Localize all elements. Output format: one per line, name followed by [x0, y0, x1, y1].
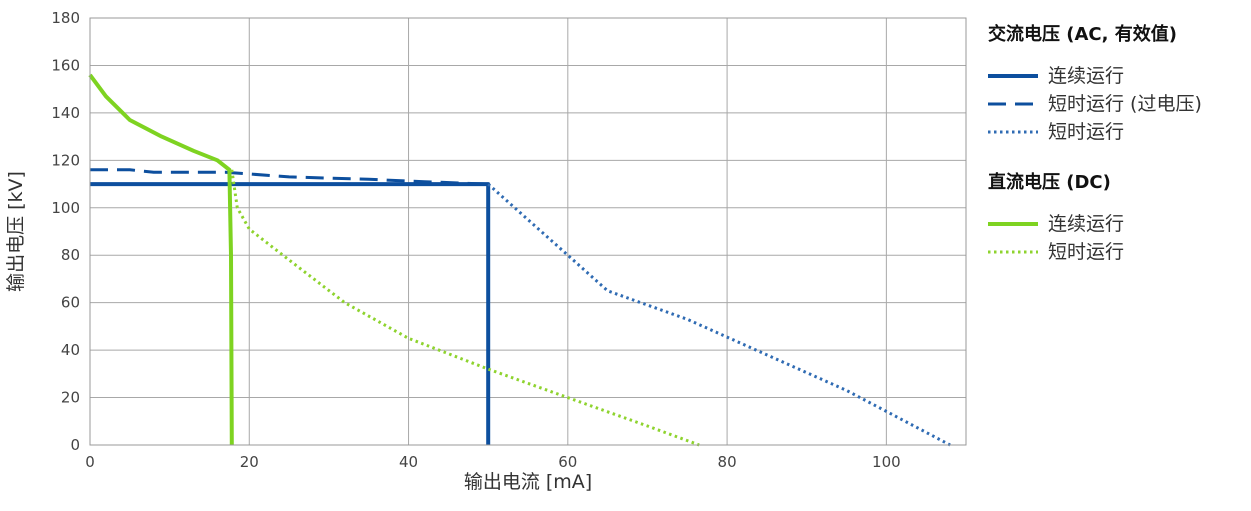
- legend-label: 短时运行 (过电压): [1048, 93, 1202, 115]
- x-tick-label: 0: [85, 453, 95, 471]
- legend-group-title: 直流电压 (DC): [988, 171, 1111, 193]
- grid: [89, 17, 966, 446]
- y-axis-title: 输出电压 [kV]: [5, 171, 27, 292]
- legend-label: 短时运行: [1048, 121, 1124, 143]
- series-lines: [88, 73, 951, 447]
- y-tick-label: 120: [51, 151, 80, 169]
- legend-label: 连续运行: [1048, 65, 1124, 87]
- y-axis-ticks: 0 20 40 60 80 100 120 140 160 180: [51, 9, 80, 454]
- y-tick-label: 160: [51, 56, 80, 74]
- y-tick-label: 80: [61, 246, 80, 264]
- y-tick-label: 140: [51, 104, 80, 122]
- y-tick-label: 0: [70, 436, 80, 454]
- series-line-ac_short: [487, 182, 951, 447]
- x-tick-label: 80: [718, 453, 737, 471]
- y-tick-label: 100: [51, 199, 80, 217]
- legend-label: 连续运行: [1048, 213, 1124, 235]
- x-axis-ticks: 0 20 40 60 80 100: [85, 453, 900, 471]
- series-line-ac_over: [90, 168, 489, 186]
- series-line-ac_cont: [90, 182, 491, 445]
- x-tick-label: 100: [872, 453, 901, 471]
- series-line-dc_cont: [88, 73, 234, 446]
- plot-frame: [89, 17, 967, 446]
- x-tick-label: 20: [240, 453, 259, 471]
- x-tick-label: 60: [558, 453, 577, 471]
- series-line-dc_short: [230, 169, 700, 447]
- y-tick-label: 40: [61, 341, 80, 359]
- legend-label: 短时运行: [1048, 241, 1124, 263]
- x-tick-label: 40: [399, 453, 418, 471]
- y-tick-label: 180: [51, 9, 80, 27]
- legend-group-title: 交流电压 (AC, 有效值): [988, 23, 1177, 45]
- x-axis-title: 输出电流 [mA]: [464, 471, 592, 493]
- y-tick-label: 60: [61, 294, 80, 312]
- y-tick-label: 20: [61, 389, 80, 407]
